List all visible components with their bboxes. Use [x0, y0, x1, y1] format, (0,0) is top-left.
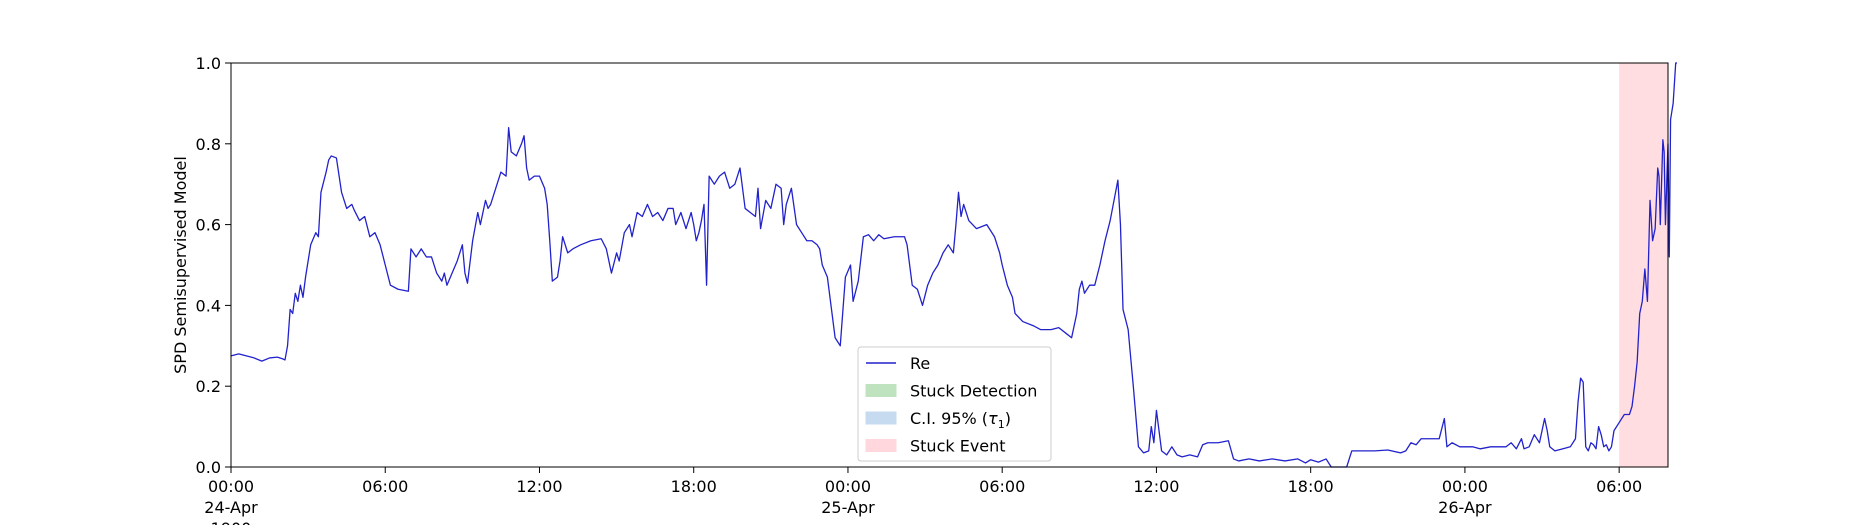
x-tick-label: 26-Apr: [1438, 498, 1492, 517]
x-tick-label: 12:00: [516, 477, 562, 496]
y-tick-label: 0.0: [196, 458, 221, 477]
legend: Re Stuck Detection C.I. 95% (τ1) Stuck Even…: [857, 346, 1052, 462]
legend-label: Re: [910, 354, 930, 373]
y-tick-label: 0.8: [196, 135, 221, 154]
legend-box: [857, 346, 1052, 462]
shaded-regions: [1619, 63, 1668, 467]
legend-item: Re: [866, 354, 930, 373]
region-stuck-event: [1619, 63, 1668, 467]
y-axis-label: SPD Semisupervised Model: [171, 156, 190, 374]
x-tick-label: 06:00: [1596, 477, 1642, 496]
legend-item: Stuck Event: [865, 437, 1006, 456]
x-tick-label: 25-Apr: [821, 498, 875, 517]
legend-label: C.I. 95% (τ1): [910, 409, 1011, 431]
x-tick-label: 00:00: [825, 477, 871, 496]
legend-patch-swatch: [865, 439, 897, 452]
x-axis: 00:00 24-Apr 1900 06:00 12:00 18:00 00:00 25-Ap…: [204, 467, 1642, 525]
x-tick-label: 06:00: [362, 477, 408, 496]
legend-item: C.I. 95% (τ1): [865, 409, 1011, 431]
series-layer: [230, 62, 1677, 468]
y-tick-label: 0.6: [196, 216, 221, 235]
y-axis: 0.0 0.2 0.4 0.6 0.8 1.0: [196, 54, 231, 477]
legend-patch-swatch: [865, 384, 897, 397]
series-line-re: [230, 62, 1677, 468]
x-tick-label: 00:00: [208, 477, 254, 496]
x-tick-label: 18:00: [671, 477, 717, 496]
plot-frame: [230, 62, 1669, 468]
y-tick-label: 0.2: [196, 377, 221, 396]
legend-label: Stuck Event: [910, 437, 1006, 456]
x-tick-label: 24-Apr: [204, 498, 258, 517]
y-tick-label: 0.4: [196, 296, 221, 315]
x-tick-label: 00:00: [1442, 477, 1488, 496]
x-tick-label: 1900: [211, 519, 252, 525]
x-tick-label: 18:00: [1288, 477, 1334, 496]
legend-item: Stuck Detection: [865, 382, 1037, 401]
legend-patch-swatch: [865, 411, 897, 425]
x-tick-label: 12:00: [1133, 477, 1179, 496]
x-tick-label: 06:00: [979, 477, 1025, 496]
y-tick-label: 1.0: [196, 54, 221, 73]
legend-label: Stuck Detection: [910, 382, 1037, 401]
